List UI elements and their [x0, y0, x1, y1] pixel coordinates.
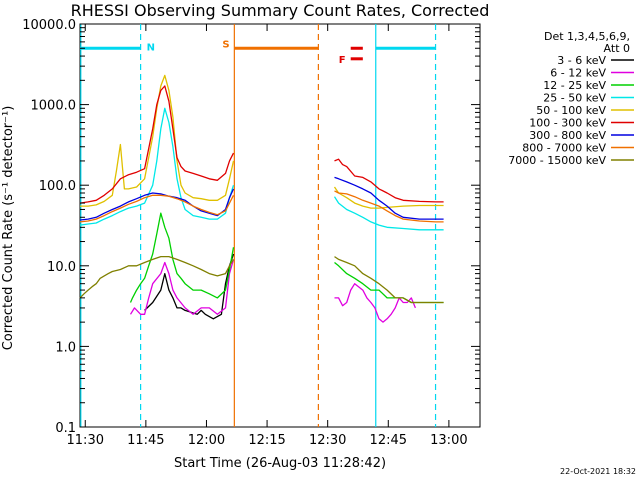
- x-tick-label: 11:30: [67, 433, 104, 448]
- y-tick-label: 0.1: [55, 421, 76, 436]
- chart-title: RHESSI Observing Summary Count Rates, Co…: [71, 1, 490, 20]
- x-tick-label: 12:45: [370, 433, 407, 448]
- series-line: [79, 194, 235, 223]
- legend-entry-label: 800 - 7000 keV: [522, 142, 606, 155]
- series-layer: [79, 74, 444, 323]
- x-tick-label: 13:00: [430, 433, 467, 448]
- y-tick-label: 100.0: [39, 179, 76, 194]
- y-tick-label: 1000.0: [31, 99, 77, 114]
- legend-entry-label: 50 - 100 keV: [536, 104, 606, 117]
- legend-entry-label: 7000 - 15000 keV: [508, 154, 606, 167]
- legend-entry-label: 100 - 300 keV: [529, 117, 606, 130]
- series-line: [334, 158, 444, 203]
- y-axis: 0.1 1.0 10.0 100.0 1000.0 10000.0: [22, 18, 480, 436]
- series-line: [79, 107, 235, 226]
- series-line: [333, 186, 444, 209]
- legend-entry-label: 6 - 12 keV: [550, 67, 606, 80]
- series-line: [79, 188, 235, 221]
- x-tick-label: 12:30: [309, 433, 346, 448]
- legend-entry-label: 3 - 6 keV: [557, 54, 606, 67]
- y-axis-label: Corrected Count Rate (s⁻¹ detector⁻¹): [1, 106, 16, 351]
- legend-entry-label: 25 - 50 keV: [543, 92, 606, 105]
- series-line: [334, 261, 444, 304]
- x-tick-label: 12:00: [188, 433, 225, 448]
- series-line: [334, 176, 444, 220]
- annotation-label: N: [147, 42, 155, 53]
- plot-datestamp: 22-Oct-2021 18:32: [560, 467, 636, 476]
- legend-entry-label: 12 - 25 keV: [543, 79, 606, 92]
- y-tick-label: 10000.0: [22, 18, 76, 33]
- x-tick-label: 11:45: [127, 433, 164, 448]
- plot-frame: [79, 23, 481, 428]
- annotation-label: F: [339, 55, 346, 66]
- legend-header: Det 1,3,4,5,6,9,: [544, 30, 630, 43]
- y-tick-label: 10.0: [47, 260, 76, 275]
- series-line: [79, 85, 235, 204]
- series-line: [79, 255, 235, 299]
- annotation-label: S: [222, 39, 229, 50]
- series-line: [333, 196, 444, 231]
- x-axis: 11:30 11:45 12:00 12:15 12:30 12:45 13:00: [67, 24, 468, 448]
- series-line: [129, 259, 235, 315]
- series-line: [80, 74, 235, 207]
- series-line: [334, 283, 417, 323]
- legend-header: Att 0: [604, 42, 630, 55]
- series-line: [334, 256, 444, 304]
- legend-entry-label: 300 - 800 keV: [529, 129, 606, 142]
- annotation-layer: N S F: [80, 24, 437, 427]
- series-line: [334, 190, 444, 223]
- series-line: [129, 212, 235, 303]
- y-tick-label: 1.0: [55, 340, 76, 355]
- x-axis-label: Start Time (26-Aug-03 11:28:42): [174, 456, 386, 471]
- x-tick-label: 12:15: [248, 433, 285, 448]
